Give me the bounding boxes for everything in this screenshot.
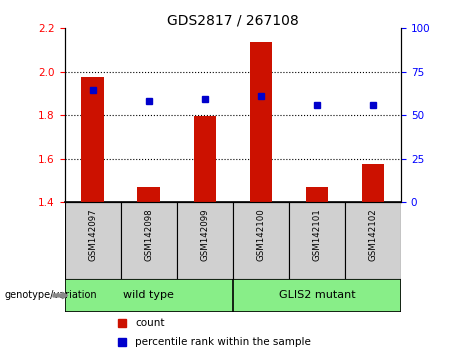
Bar: [306, 187, 328, 202]
Bar: [121, 202, 177, 279]
Text: GSM142099: GSM142099: [200, 208, 209, 261]
Text: genotype/variation: genotype/variation: [5, 291, 97, 301]
Bar: [137, 187, 160, 202]
Bar: [289, 202, 345, 279]
Text: percentile rank within the sample: percentile rank within the sample: [135, 337, 311, 347]
Text: count: count: [135, 318, 165, 328]
Text: wild type: wild type: [123, 291, 174, 301]
Text: GSM142100: GSM142100: [256, 208, 266, 261]
Text: GSM142098: GSM142098: [144, 208, 153, 261]
Bar: [65, 202, 121, 279]
Bar: [82, 77, 104, 202]
Bar: [345, 202, 401, 279]
Bar: [233, 202, 289, 279]
Text: GLIS2 mutant: GLIS2 mutant: [278, 291, 355, 301]
Bar: [250, 42, 272, 202]
Text: GSM142102: GSM142102: [368, 208, 378, 261]
Bar: [177, 202, 233, 279]
Title: GDS2817 / 267108: GDS2817 / 267108: [167, 13, 299, 27]
Text: GSM142097: GSM142097: [88, 208, 97, 261]
Bar: [362, 164, 384, 202]
Bar: [194, 116, 216, 202]
Text: GSM142101: GSM142101: [313, 208, 321, 261]
